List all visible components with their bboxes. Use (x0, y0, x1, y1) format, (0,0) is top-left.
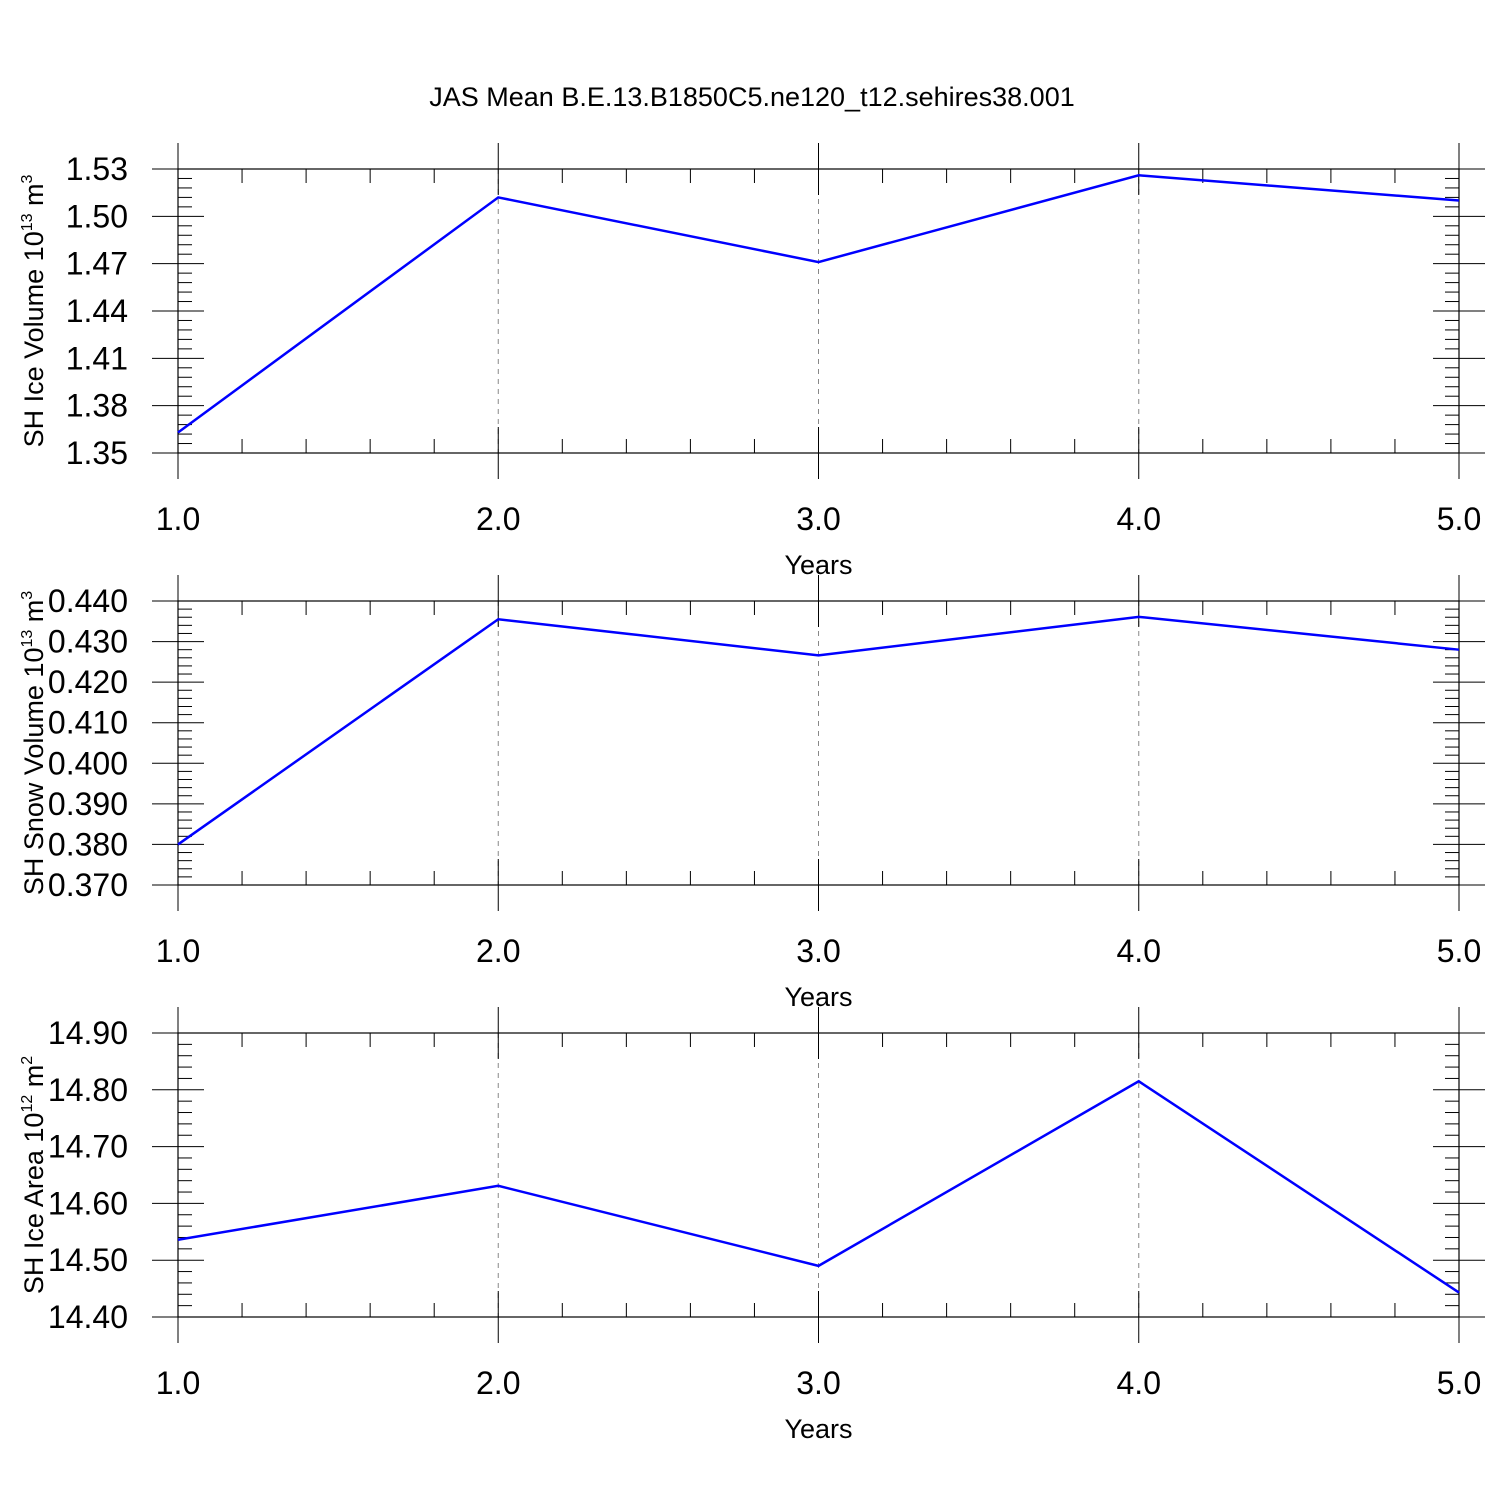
y-axis-label-base: SH Ice Area 10 (19, 1113, 49, 1295)
y-tick-label: 1.35 (66, 435, 128, 471)
y-axis-label-base: SH Ice Volume 10 (19, 231, 49, 447)
y-tick-label: 1.50 (66, 198, 128, 234)
y-tick-label: 14.60 (48, 1185, 128, 1221)
x-tick-label: 4.0 (1117, 933, 1161, 969)
y-axis-label: SH Snow Volume 1013 m3 (19, 591, 49, 895)
y-tick-label: 1.47 (66, 246, 128, 282)
y-tick-label: 1.44 (66, 293, 128, 329)
chart-title: JAS Mean B.E.13.B1850C5.ne120_t12.sehire… (429, 82, 1074, 112)
y-tick-label: 0.400 (48, 745, 128, 781)
x-tick-label: 4.0 (1117, 1365, 1161, 1401)
y-tick-label: 0.420 (48, 664, 128, 700)
y-tick-label: 0.370 (48, 867, 128, 903)
panel-0: 1.0 2.0 3.0 4.0 5.0Years1.351.381.411.441.47… (19, 143, 1485, 580)
y-tick-label: 1.41 (66, 340, 128, 376)
y-axis-label-exponent: 13 (19, 630, 36, 648)
series-line (177, 615, 1460, 846)
x-tick-label: 3.0 (796, 1365, 840, 1401)
x-tick-label: 1.0 (156, 1365, 200, 1401)
y-axis-label-unit-exponent: 2 (19, 1056, 36, 1065)
y-tick-label: 1.53 (66, 151, 128, 187)
x-tick-label: 2.0 (476, 501, 520, 537)
x-tick-label: 4.0 (1117, 501, 1161, 537)
y-tick-label: 0.390 (48, 786, 128, 822)
y-tick-label: 14.40 (48, 1299, 128, 1335)
y-axis-label-unit: m (19, 1065, 49, 1095)
y-tick-label: 0.430 (48, 624, 128, 660)
x-tick-label: 5.0 (1437, 501, 1481, 537)
x-tick-label: 5.0 (1437, 1365, 1481, 1401)
x-axis-label: Years (784, 1414, 852, 1444)
y-axis-label-unit-exponent: 3 (19, 174, 36, 183)
y-axis-label-exponent: 12 (19, 1095, 36, 1113)
y-axis-label: SH Ice Volume 1013 m3 (19, 174, 49, 447)
y-tick-label: 0.380 (48, 826, 128, 862)
series-line (177, 1079, 1460, 1294)
y-tick-label: 0.440 (48, 583, 128, 619)
y-axis-label-unit-exponent: 3 (19, 591, 36, 600)
y-axis-label-exponent: 13 (19, 213, 36, 231)
y-axis-label-unit: m (19, 183, 49, 213)
x-tick-label: 2.0 (476, 1365, 520, 1401)
x-tick-label: 5.0 (1437, 933, 1481, 969)
x-tick-label: 1.0 (156, 501, 200, 537)
x-tick-label: 3.0 (796, 933, 840, 969)
y-axis-label-base: SH Snow Volume 10 (19, 648, 49, 896)
x-tick-label: 3.0 (796, 501, 840, 537)
y-axis-label-unit: m (19, 600, 49, 630)
x-tick-label: 1.0 (156, 933, 200, 969)
y-tick-label: 14.90 (48, 1015, 128, 1051)
y-tick-label: 1.38 (66, 388, 128, 424)
y-tick-label: 14.80 (48, 1072, 128, 1108)
y-tick-label: 14.70 (48, 1129, 128, 1165)
y-tick-label: 0.410 (48, 705, 128, 741)
series-line (177, 174, 1460, 434)
x-tick-label: 2.0 (476, 933, 520, 969)
y-axis-label: SH Ice Area 1012 m2 (19, 1056, 49, 1294)
panel-1: 1.0 2.0 3.0 4.0 5.0Years0.3700.3800.3900.400… (19, 575, 1485, 1012)
panel-2: 1.0 2.0 3.0 4.0 5.0 Years 14.40 14.50 14.60 14.70… (19, 1007, 1485, 1444)
y-tick-label: 14.50 (48, 1242, 128, 1278)
